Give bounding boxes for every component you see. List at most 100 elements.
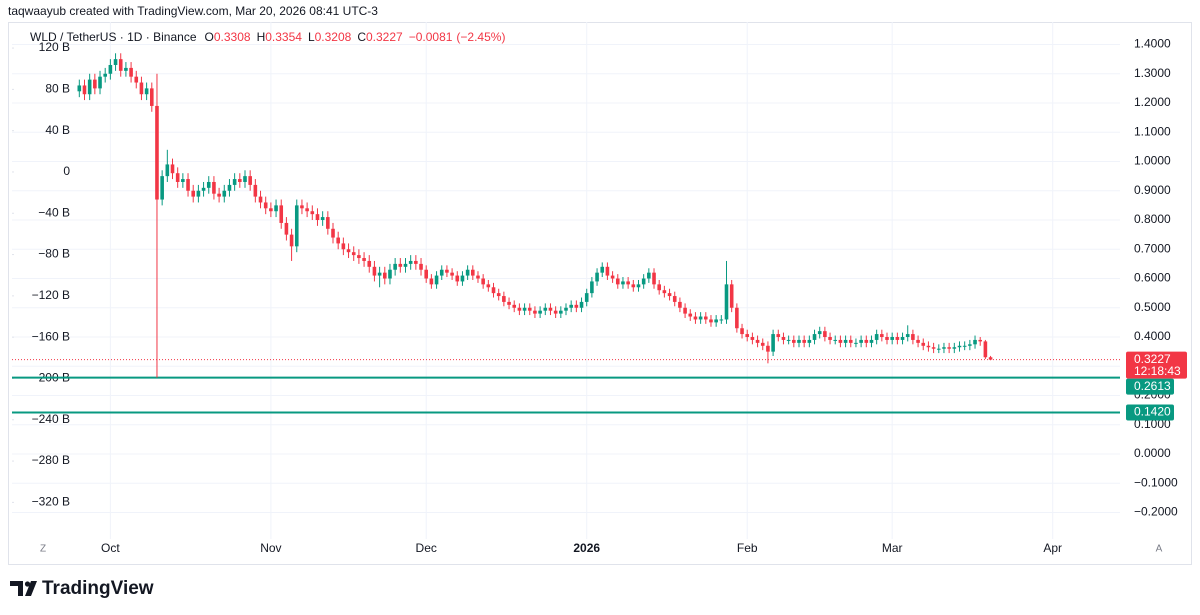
x-tick-label: Oct bbox=[101, 541, 120, 555]
candle-body bbox=[880, 334, 884, 338]
candle-body bbox=[838, 339, 843, 343]
y-tick-label: 0.7000 bbox=[1134, 241, 1171, 255]
candle-body bbox=[662, 290, 667, 294]
candle-body bbox=[300, 205, 304, 209]
candle-body bbox=[248, 176, 252, 185]
y-tick-label: 0.6000 bbox=[1134, 271, 1171, 285]
y2-tick-label: −160 B bbox=[32, 329, 70, 343]
candle-body bbox=[890, 337, 894, 340]
ohlc-name: H bbox=[257, 30, 266, 44]
x-tick-label: Feb bbox=[737, 541, 758, 555]
candle-body bbox=[253, 184, 258, 197]
x-tick-label: Mar bbox=[882, 541, 903, 555]
candle-body bbox=[346, 249, 351, 253]
ohlc-name: C bbox=[357, 30, 366, 44]
candle-body bbox=[719, 319, 724, 321]
logo-dot bbox=[24, 581, 31, 587]
candle-body bbox=[398, 263, 403, 267]
price-lines bbox=[12, 359, 1120, 414]
candle-body bbox=[129, 67, 133, 77]
candle-body bbox=[843, 339, 848, 343]
candle-body bbox=[279, 205, 284, 223]
candle-body bbox=[181, 179, 185, 182]
y-tick-label: 0.5000 bbox=[1134, 300, 1171, 314]
candle-body bbox=[641, 278, 646, 285]
candle-body bbox=[584, 293, 589, 302]
ohlc-value: 0.3227 bbox=[366, 30, 403, 44]
y-tick-label: 0.0000 bbox=[1134, 446, 1171, 460]
candle-body bbox=[408, 260, 413, 264]
candle-body bbox=[206, 181, 211, 188]
candle-body bbox=[569, 304, 573, 308]
y2-tick-label: −240 B bbox=[32, 412, 70, 426]
author-line: taqwaayub created with TradingView.com, … bbox=[8, 4, 378, 18]
brand-name: TradingView bbox=[42, 578, 154, 599]
candle-body bbox=[341, 243, 346, 250]
candle-body bbox=[828, 337, 832, 340]
candle-body bbox=[678, 301, 682, 308]
y-tick-label: 0.9000 bbox=[1134, 183, 1171, 197]
price-line-box bbox=[1126, 378, 1174, 395]
candle-body bbox=[471, 269, 475, 276]
candle-body bbox=[429, 278, 434, 285]
candles bbox=[77, 53, 993, 378]
candle-body bbox=[543, 307, 548, 311]
candle-body bbox=[243, 176, 247, 182]
price-line-label: 0.1420 bbox=[1134, 405, 1171, 419]
candle-body bbox=[973, 339, 977, 345]
candle-body bbox=[698, 316, 703, 320]
candle-body bbox=[895, 337, 900, 340]
candle-body bbox=[921, 342, 926, 346]
candle-body bbox=[305, 208, 309, 212]
candle-body bbox=[108, 64, 113, 74]
logo-slant bbox=[25, 581, 37, 596]
candle-body bbox=[823, 331, 827, 338]
candle-body bbox=[372, 266, 377, 276]
candle-body bbox=[77, 85, 82, 92]
candle-body bbox=[859, 339, 863, 343]
candle-body bbox=[729, 284, 734, 308]
candle-body bbox=[885, 337, 889, 340]
candle-body bbox=[217, 193, 221, 197]
candle-body bbox=[817, 331, 822, 335]
axes: Oct Nov Dec 2026 Feb Mar Apr 1.4000 1.3000 1.2000… bbox=[12, 37, 1178, 555]
y-tick-label: −0.1000 bbox=[1134, 475, 1178, 489]
symbol: WLD / TetherUS · 1D · Binance bbox=[30, 30, 197, 44]
candle-body bbox=[465, 269, 470, 276]
candle-body bbox=[144, 88, 149, 95]
candle-body bbox=[269, 208, 273, 212]
brand-logo bbox=[10, 581, 37, 596]
last-price-label: 0.3227 bbox=[1134, 352, 1171, 366]
candle-body bbox=[434, 275, 439, 285]
candle-body bbox=[771, 334, 775, 352]
candle-body bbox=[564, 307, 568, 311]
candle-body bbox=[382, 272, 387, 279]
auto-scale-button[interactable]: A bbox=[1156, 544, 1163, 555]
candle-body bbox=[688, 313, 693, 317]
candle-body bbox=[87, 79, 92, 95]
candle-body bbox=[869, 339, 874, 343]
candle-body bbox=[636, 284, 641, 288]
zoom-button[interactable]: Z bbox=[40, 544, 46, 555]
y-tick-label: −0.2000 bbox=[1134, 505, 1178, 519]
candle-body bbox=[238, 179, 242, 182]
symbol-legend: WLD / TetherUS · 1D · Binance O0.3308 H0.3… bbox=[30, 30, 505, 44]
candle-body bbox=[900, 337, 905, 340]
candle-body bbox=[952, 347, 957, 349]
candle-body bbox=[714, 319, 718, 323]
candle-body bbox=[559, 310, 563, 314]
candle-body bbox=[419, 263, 423, 270]
candle-body bbox=[294, 205, 299, 247]
candle-body bbox=[367, 260, 372, 267]
candle-body bbox=[455, 275, 460, 282]
candle-body bbox=[502, 296, 506, 302]
candle-body bbox=[533, 310, 537, 314]
candle-body bbox=[703, 316, 708, 320]
change-percent: (−2.45%) bbox=[456, 30, 505, 44]
ohlc-value: 0.3354 bbox=[265, 30, 302, 44]
y-tick-label: 0.4000 bbox=[1134, 329, 1171, 343]
candle-body bbox=[631, 284, 636, 288]
candle-body bbox=[978, 339, 983, 342]
